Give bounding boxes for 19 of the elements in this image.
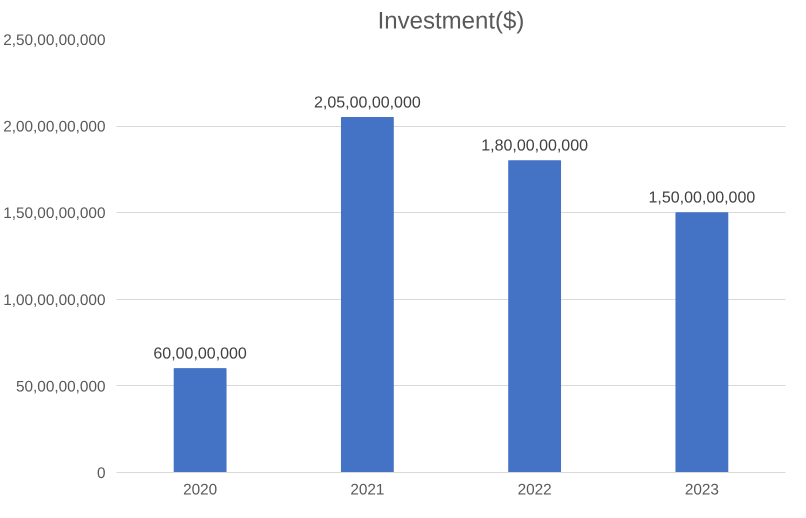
chart-title: Investment($)	[378, 8, 524, 34]
y-tick-label: 0	[96, 465, 106, 482]
data-label: 1,50,00,00,000	[648, 190, 756, 207]
x-tick-label: 2020	[183, 482, 218, 498]
data-label: 60,00,00,000	[153, 346, 247, 363]
y-tick-label: 2,00,00,00,000	[3, 118, 106, 136]
bar	[340, 116, 394, 472]
x-tick-label: 2023	[684, 482, 719, 498]
y-tick-label: 2,50,00,00,000	[3, 32, 106, 49]
data-label: 2,05,00,00,000	[314, 94, 421, 112]
bar	[675, 212, 728, 472]
bar	[508, 160, 562, 472]
y-tick-label: 50,00,00,000	[16, 378, 106, 396]
y-tick-label: 1,50,00,00,000	[3, 205, 106, 222]
x-tick-label: 2021	[350, 482, 384, 498]
data-label: 1,80,00,00,000	[481, 138, 588, 155]
bar	[174, 368, 227, 472]
y-tick-label: 1,00,00,00,000	[3, 292, 106, 309]
x-tick-label: 2022	[518, 482, 552, 498]
